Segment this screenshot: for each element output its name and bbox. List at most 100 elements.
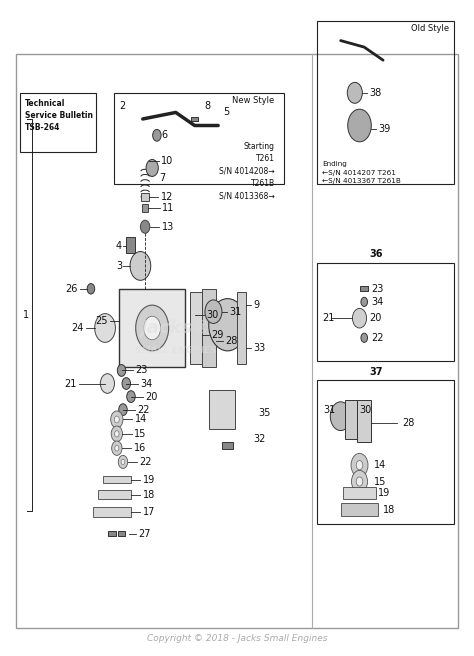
Text: 23: 23 xyxy=(371,284,383,294)
Circle shape xyxy=(153,129,161,141)
Text: 8: 8 xyxy=(204,101,210,111)
Text: 20: 20 xyxy=(369,313,381,323)
Text: 27: 27 xyxy=(138,529,151,539)
Text: 34: 34 xyxy=(371,297,383,307)
Circle shape xyxy=(121,459,125,464)
Bar xyxy=(141,193,149,201)
Text: 37: 37 xyxy=(369,367,383,377)
Circle shape xyxy=(112,441,122,455)
Text: 6: 6 xyxy=(162,131,168,140)
Circle shape xyxy=(117,365,126,377)
Text: 34: 34 xyxy=(140,379,153,388)
Bar xyxy=(237,292,246,364)
Circle shape xyxy=(111,411,123,428)
Bar xyxy=(346,400,357,439)
Text: 25: 25 xyxy=(95,316,108,327)
Text: 7: 7 xyxy=(159,173,165,183)
Text: Copyright © 2018 - Jacks Small Engines: Copyright © 2018 - Jacks Small Engines xyxy=(147,634,327,643)
Circle shape xyxy=(140,220,150,234)
Text: 3: 3 xyxy=(116,261,122,271)
Bar xyxy=(98,490,131,499)
Bar xyxy=(119,289,185,367)
Bar xyxy=(343,487,376,499)
Text: 28: 28 xyxy=(402,418,414,428)
Circle shape xyxy=(118,404,127,415)
Bar xyxy=(222,441,233,449)
Text: 13: 13 xyxy=(162,222,174,232)
Text: New Style: New Style xyxy=(232,96,275,105)
Text: 31: 31 xyxy=(324,405,336,415)
Text: 23: 23 xyxy=(136,365,148,375)
Text: 2: 2 xyxy=(119,101,126,111)
Circle shape xyxy=(111,426,122,441)
Bar xyxy=(191,117,198,121)
Bar xyxy=(93,507,131,517)
Circle shape xyxy=(130,251,151,280)
Text: 36: 36 xyxy=(369,249,383,259)
Text: 19: 19 xyxy=(378,488,391,499)
Text: SMALL ENGINES: SMALL ENGINES xyxy=(135,346,217,356)
Text: 31: 31 xyxy=(229,306,241,317)
Bar xyxy=(360,286,368,291)
Text: 22: 22 xyxy=(137,405,150,415)
Text: 21: 21 xyxy=(322,313,334,323)
Text: 15: 15 xyxy=(374,476,386,487)
Circle shape xyxy=(122,378,130,390)
Text: 20: 20 xyxy=(145,392,157,401)
Text: 1: 1 xyxy=(23,310,29,320)
Circle shape xyxy=(356,461,363,470)
Bar xyxy=(317,21,454,184)
Text: 16: 16 xyxy=(134,443,146,453)
Text: 32: 32 xyxy=(254,434,266,444)
Text: Starting
T261
S/N 4014208→
T261B
S/N 4013368→: Starting T261 S/N 4014208→ T261B S/N 401… xyxy=(219,142,275,201)
Circle shape xyxy=(209,298,246,351)
Circle shape xyxy=(330,402,351,430)
Bar xyxy=(209,390,235,429)
Text: 15: 15 xyxy=(134,429,146,439)
Bar xyxy=(142,204,148,212)
Text: 38: 38 xyxy=(369,88,382,98)
Text: Technical
Service Bulletin
TSB-264: Technical Service Bulletin TSB-264 xyxy=(25,99,93,132)
Bar xyxy=(357,400,371,442)
Circle shape xyxy=(361,333,367,342)
Bar xyxy=(317,380,454,524)
Text: 30: 30 xyxy=(359,405,372,415)
Text: 33: 33 xyxy=(254,342,266,352)
Text: 14: 14 xyxy=(374,460,386,470)
Text: 30: 30 xyxy=(206,310,219,320)
Text: 39: 39 xyxy=(378,124,391,134)
Text: 11: 11 xyxy=(162,203,174,213)
Bar xyxy=(16,54,458,628)
Circle shape xyxy=(353,308,366,328)
Circle shape xyxy=(352,470,367,493)
Bar xyxy=(115,93,284,184)
Circle shape xyxy=(114,416,119,423)
Text: 26: 26 xyxy=(65,284,78,294)
Text: 5: 5 xyxy=(223,108,229,117)
Circle shape xyxy=(87,283,95,294)
Circle shape xyxy=(136,305,169,351)
Text: 18: 18 xyxy=(383,504,395,514)
Text: 24: 24 xyxy=(72,323,84,333)
Circle shape xyxy=(144,316,161,340)
Circle shape xyxy=(146,159,158,176)
Bar xyxy=(103,476,131,483)
Circle shape xyxy=(347,83,362,103)
Text: 22: 22 xyxy=(139,457,152,467)
Text: Ending
←S/N 4014207 T261
←S/N 4013367 T261B: Ending ←S/N 4014207 T261 ←S/N 4013367 T2… xyxy=(322,161,401,184)
Text: 22: 22 xyxy=(371,333,384,343)
Circle shape xyxy=(356,477,363,486)
Text: 28: 28 xyxy=(225,336,237,346)
Text: 29: 29 xyxy=(211,329,223,340)
Circle shape xyxy=(115,445,119,451)
Text: 35: 35 xyxy=(258,408,271,418)
Text: 4: 4 xyxy=(116,241,122,251)
Text: 10: 10 xyxy=(161,156,173,167)
Circle shape xyxy=(118,455,128,468)
Circle shape xyxy=(351,453,368,477)
Bar xyxy=(190,292,201,364)
Circle shape xyxy=(100,374,115,394)
Text: 21: 21 xyxy=(64,379,77,388)
Text: 12: 12 xyxy=(161,192,173,201)
Text: 14: 14 xyxy=(135,415,147,424)
